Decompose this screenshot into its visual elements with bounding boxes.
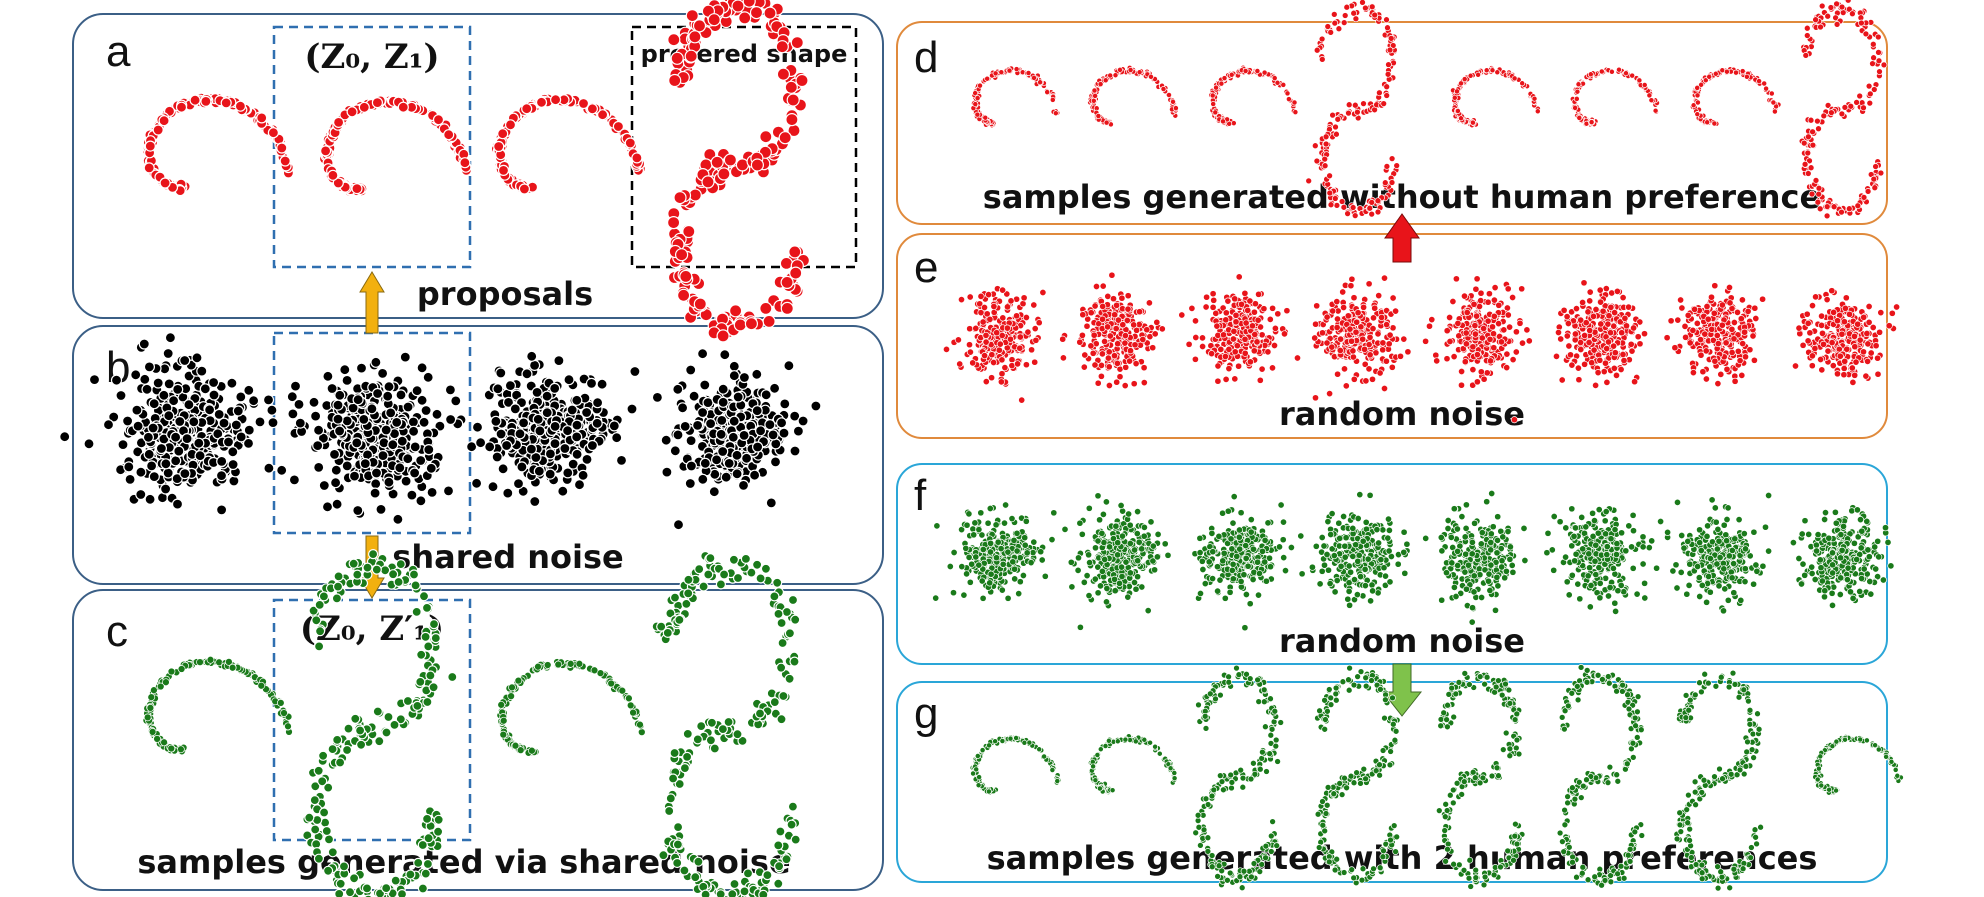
panel-g-samples bbox=[969, 664, 1904, 892]
generated-spiral-1 bbox=[142, 655, 293, 756]
panel-letter-g: g bbox=[914, 689, 938, 738]
panel-letter-c: c bbox=[106, 607, 128, 656]
generated-spiral-2 bbox=[496, 658, 646, 757]
panel-a-samples bbox=[142, 0, 811, 343]
shared-noise-blob-4 bbox=[651, 348, 822, 531]
panel-f-frame bbox=[896, 463, 1888, 665]
generated-s-shape-1 bbox=[302, 548, 458, 897]
caption-b: shared noise bbox=[392, 538, 623, 576]
caption-f: random noise bbox=[1279, 622, 1525, 660]
dashed-box-c bbox=[272, 598, 472, 842]
panel-letter-f: f bbox=[914, 471, 927, 520]
panel-c-samples bbox=[142, 548, 801, 897]
panel-g-frame bbox=[896, 681, 1888, 883]
proposal-spiral-2 bbox=[318, 94, 472, 198]
arrow-b-to-a bbox=[359, 271, 385, 334]
caption-g: samples generated with 2 human preferenc… bbox=[987, 839, 1818, 877]
panel-letter-d: d bbox=[914, 33, 938, 82]
shared-noise-blob-1 bbox=[59, 332, 279, 516]
math-label-a: (Z₀, Z₁) bbox=[304, 37, 439, 77]
shared-noise-blob-2 bbox=[276, 351, 467, 525]
panel-f-samples bbox=[932, 489, 1895, 632]
panel-d-samples bbox=[970, 0, 1888, 220]
arrow-f-to-g bbox=[1381, 663, 1423, 717]
panel-b-frame bbox=[72, 325, 884, 585]
panel-e-samples bbox=[942, 271, 1901, 424]
panel-b-samples bbox=[59, 332, 822, 531]
panel-letter-a: a bbox=[106, 27, 131, 76]
preferred-s-shape bbox=[666, 0, 811, 343]
arrow-e-to-d bbox=[1384, 213, 1420, 263]
caption-d: samples generated without human preferen… bbox=[983, 178, 1821, 216]
proposal-spiral-3 bbox=[490, 93, 647, 195]
dashed-box-pref bbox=[630, 25, 858, 269]
dashed-box-a bbox=[272, 25, 472, 269]
caption-e: random noise bbox=[1279, 395, 1525, 433]
panel-c-frame bbox=[72, 589, 884, 891]
panel-a-frame bbox=[72, 13, 884, 319]
caption-a: proposals bbox=[417, 275, 593, 313]
generated-s-shape-2 bbox=[651, 550, 801, 897]
proposal-spiral-1 bbox=[142, 92, 294, 197]
shared-noise-blob-3 bbox=[442, 350, 641, 508]
panel-letter-e: e bbox=[914, 243, 938, 292]
panel-d-frame bbox=[896, 21, 1888, 225]
